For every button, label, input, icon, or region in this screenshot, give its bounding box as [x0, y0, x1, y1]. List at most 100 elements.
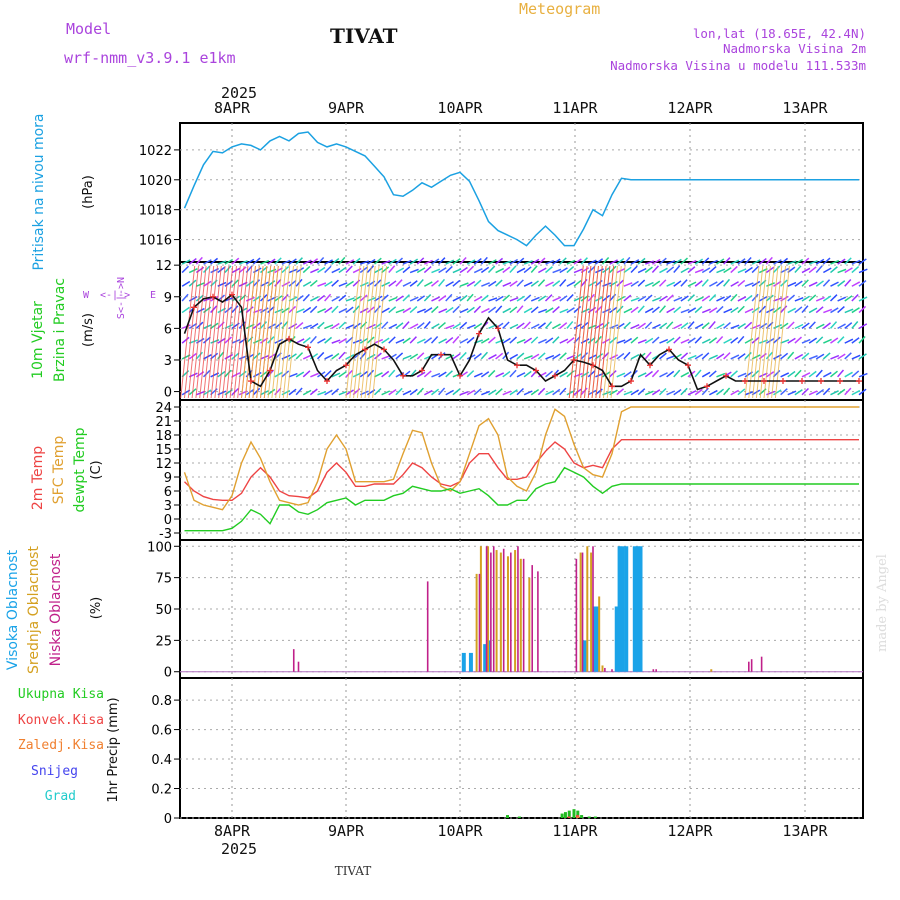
wind-barb	[623, 337, 633, 344]
wind-barb	[495, 257, 504, 265]
cloud-bar	[655, 669, 657, 672]
wind-barb	[431, 372, 441, 378]
wind-barb	[302, 389, 312, 396]
wind-barb	[459, 257, 467, 265]
wind-barb	[630, 324, 640, 330]
wind-barb	[345, 306, 354, 314]
wind-barb	[295, 267, 305, 274]
wind-barb	[509, 389, 518, 396]
wind-barb	[858, 305, 867, 314]
wind-hatch	[353, 265, 369, 399]
wind-barb	[409, 296, 419, 302]
gust-marker	[267, 367, 273, 374]
wind-barb	[316, 351, 325, 360]
wind-barb	[666, 260, 676, 265]
wind-barb	[559, 338, 569, 344]
wind-barb	[530, 323, 540, 330]
wind-barb	[416, 371, 426, 378]
wind-barb	[644, 370, 653, 378]
wind-barb	[502, 307, 512, 314]
precip-bar	[560, 813, 564, 818]
wind-hatch	[225, 265, 241, 399]
wind-barb	[388, 336, 396, 344]
wind-barb	[231, 305, 239, 314]
wind-barb	[338, 282, 348, 287]
wind-barb	[502, 321, 510, 329]
wind-hatch	[580, 265, 596, 399]
wind-barb	[481, 282, 490, 287]
wind-barb	[822, 352, 831, 360]
tick-label: 0.8	[151, 694, 172, 709]
cloud-bar	[582, 640, 587, 672]
wind-barb	[701, 352, 710, 360]
wind-barb	[837, 258, 846, 265]
wind-barb	[309, 305, 318, 314]
cloud-bar	[502, 548, 505, 672]
wind-barb	[566, 307, 575, 314]
wind-barb	[580, 352, 589, 360]
wind-barb	[488, 280, 497, 287]
wind-barb	[808, 281, 818, 287]
wind-barb	[837, 353, 846, 360]
wind-barb	[395, 308, 405, 314]
wind-barb	[324, 336, 333, 344]
gust-marker	[533, 367, 539, 374]
wind-barb	[837, 336, 845, 344]
wind-barb	[416, 279, 424, 287]
wind-barb	[523, 370, 532, 378]
wind-barb	[822, 322, 831, 329]
wind-barb	[495, 305, 503, 314]
cloud-bar	[748, 661, 750, 672]
wind-barb	[644, 266, 653, 274]
wind-barb	[466, 336, 475, 344]
wind-barb	[594, 258, 604, 265]
wind-barb	[281, 370, 290, 378]
wind-barb	[395, 267, 405, 274]
tick-label: 0	[164, 812, 172, 827]
tick-label: 1022	[139, 144, 172, 159]
wind-barb	[659, 338, 669, 344]
wind-barb	[331, 322, 340, 329]
wind-barb	[801, 338, 811, 344]
wind-barb	[851, 337, 860, 344]
wind-barb	[659, 267, 668, 274]
wind-barb	[637, 267, 647, 274]
wind-barb	[416, 338, 426, 344]
wind-barb	[488, 336, 496, 344]
wind-barb	[823, 338, 832, 344]
wind-barb	[295, 257, 303, 265]
wind-barb	[730, 389, 739, 396]
wind-barb	[452, 323, 461, 330]
wind-barb	[445, 265, 453, 274]
temp-line-2	[184, 466, 859, 532]
wind-barb	[395, 352, 404, 360]
wind-barb	[502, 390, 512, 396]
wind-barb	[830, 337, 839, 344]
wind-barb	[381, 390, 391, 396]
wind-barb	[737, 305, 745, 314]
wind-barb	[737, 353, 746, 360]
wind-barb	[652, 323, 661, 330]
wind-barb	[281, 294, 289, 302]
wind-barb	[701, 295, 711, 302]
wind-barb	[530, 280, 539, 287]
wind-barb	[473, 268, 483, 274]
panel-cloud: 0 25 50 75 100	[147, 539, 864, 681]
wind-barb	[673, 296, 683, 302]
precip-legend-item: Konvek.Kisa	[18, 713, 104, 728]
wind-barb	[694, 258, 704, 265]
wind-barb	[281, 259, 291, 265]
precip-bar	[572, 809, 576, 818]
wind-barb	[801, 267, 811, 274]
wind-barb	[687, 259, 697, 265]
wind-barb	[381, 266, 390, 274]
wind-barb	[715, 305, 724, 314]
wind-barb	[452, 335, 460, 344]
cloud-bar	[537, 571, 539, 672]
wind-barb	[302, 293, 310, 302]
wind-barb	[851, 307, 860, 314]
wind-barb	[616, 279, 624, 287]
wind-barb	[452, 305, 460, 314]
wind-barb	[466, 389, 476, 396]
gust-marker	[495, 325, 501, 332]
